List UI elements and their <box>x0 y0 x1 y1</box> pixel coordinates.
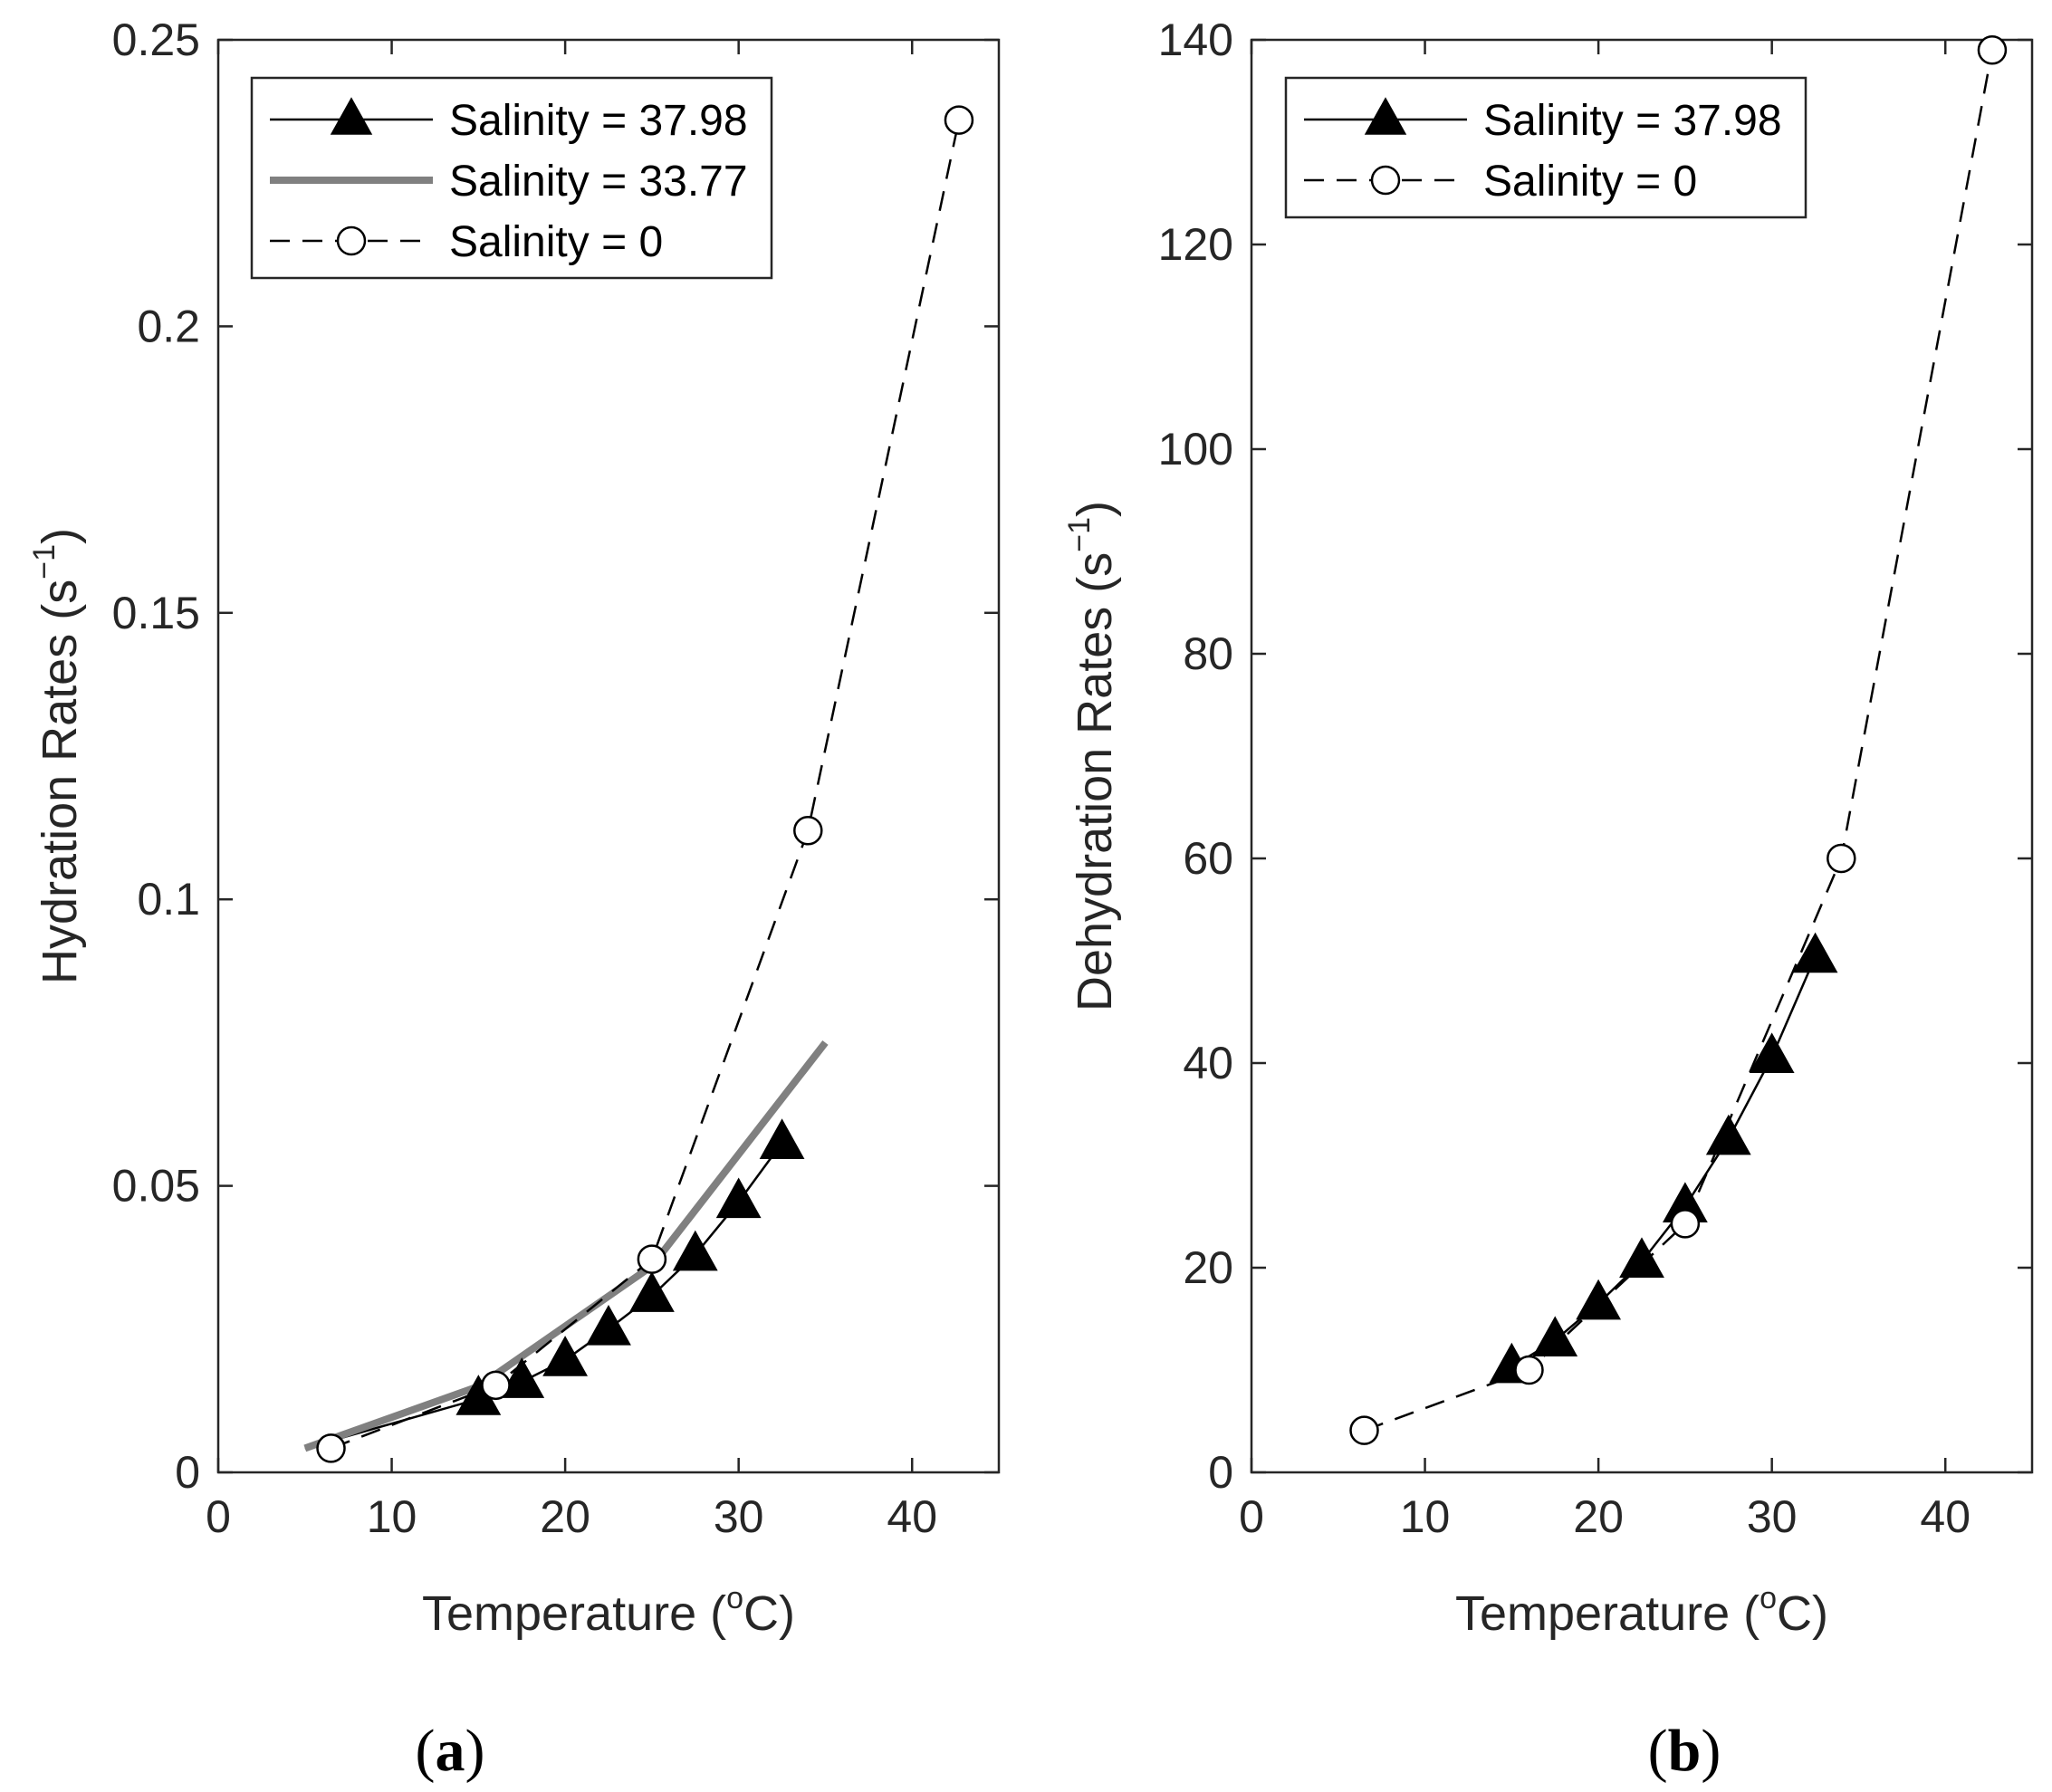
data-point-circle <box>1514 1355 1544 1385</box>
data-point-circle <box>1349 1415 1379 1445</box>
panel-label-a: (a) <box>416 1718 485 1784</box>
y-axis-label-b: Dehydration Rates (s−1) <box>1062 501 1122 1011</box>
data-point-triangle <box>1792 932 1838 973</box>
y-tick-label: 100 <box>1158 424 1233 474</box>
y-tick-label: 120 <box>1158 219 1233 270</box>
x-tick-label: 0 <box>1239 1491 1264 1542</box>
legend-label: Salinity = 0 <box>1483 158 1697 206</box>
data-point-triangle <box>1532 1316 1578 1357</box>
legend-a: Salinity = 37.98 Salinity = 33.77 Salinity… <box>250 76 773 280</box>
y-tick-label: 20 <box>1183 1242 1233 1293</box>
y-tick-label: 0.1 <box>137 874 200 925</box>
series-line <box>303 1040 829 1452</box>
legend-b: Salinity = 37.98 Salinity = 0 <box>1284 76 1807 219</box>
x-axis-label-b: Temperature (oC) <box>1455 1581 1828 1641</box>
chart-panel-a: 0 10 20 30 40 0 0.05 0.1 0.15 0.2 0.25 Salinity =… <box>27 14 1001 1784</box>
data-point-circle <box>944 105 974 135</box>
data-point-triangle <box>1705 1114 1751 1155</box>
legend-label: Salinity = 0 <box>449 218 663 266</box>
data-point-triangle <box>1619 1237 1664 1279</box>
series-b <box>1349 35 2008 1445</box>
y-tick-label: 0.05 <box>112 1161 200 1212</box>
data-point-triangle <box>672 1230 718 1271</box>
y-tick-label: 0 <box>1208 1447 1233 1498</box>
x-tick-label: 40 <box>1920 1491 1970 1542</box>
series-a <box>303 105 974 1463</box>
x-tick-labels-a: 0 10 20 30 40 <box>206 1491 937 1542</box>
data-point-triangle <box>1576 1279 1622 1320</box>
y-tick-label: 0.25 <box>112 14 200 65</box>
data-point-triangle <box>628 1271 675 1312</box>
x-tick-label: 30 <box>714 1491 764 1542</box>
x-tick-label: 0 <box>206 1491 231 1542</box>
x-axis-label-a: Temperature (oC) <box>422 1581 795 1641</box>
y-tick-labels-a: 0 0.05 0.1 0.15 0.2 0.25 <box>112 14 200 1498</box>
x-tick-label: 10 <box>1400 1491 1451 1542</box>
y-tick-label: 0.15 <box>112 588 200 638</box>
legend-label: Salinity = 37.98 <box>449 97 748 145</box>
legend-label: Salinity = 33.77 <box>449 158 748 206</box>
data-point-circle <box>1827 843 1856 874</box>
y-axis-label-a: Hydration Rates (s−1) <box>27 528 87 984</box>
data-point-triangle <box>499 1357 545 1398</box>
x-tick-label: 10 <box>367 1491 417 1542</box>
x-tick-label: 20 <box>1573 1491 1624 1542</box>
y-tick-label: 0.2 <box>137 301 200 351</box>
panel-label-b: (b) <box>1648 1718 1721 1784</box>
y-tick-label: 80 <box>1183 628 1233 679</box>
x-tick-label: 40 <box>887 1491 937 1542</box>
data-point-circle <box>1670 1209 1701 1239</box>
data-point-triangle <box>715 1177 762 1219</box>
ticks-b <box>1250 38 2032 1474</box>
legend-marker-circle <box>1370 165 1401 196</box>
x-tick-label: 20 <box>540 1491 590 1542</box>
data-point-circle <box>793 816 823 846</box>
chart-panel-b: 0 10 20 30 40 0 20 40 60 80 100 120 140 Salinity = … <box>1062 14 2034 1784</box>
data-point-triangle <box>542 1336 589 1376</box>
y-tick-label: 40 <box>1183 1038 1233 1088</box>
x-tick-labels-b: 0 10 20 30 40 <box>1239 1491 1970 1542</box>
data-point-circle <box>1977 35 2008 65</box>
data-point-circle <box>637 1244 667 1274</box>
x-tick-label: 30 <box>1747 1491 1798 1542</box>
y-tick-label: 0 <box>175 1447 200 1498</box>
y-tick-label: 60 <box>1183 833 1233 884</box>
data-point-triangle <box>586 1304 631 1346</box>
y-tick-label: 140 <box>1158 14 1233 65</box>
legend-marker-triangle <box>1364 97 1407 135</box>
legend-marker-circle <box>336 225 367 256</box>
data-point-triangle <box>759 1118 805 1159</box>
series-line <box>1364 50 1994 1432</box>
y-tick-labels-b: 0 20 40 60 80 100 120 140 <box>1158 14 1233 1498</box>
data-point-triangle <box>1749 1032 1795 1074</box>
legend-box <box>1284 76 1807 219</box>
legend-label: Salinity = 37.98 <box>1483 97 1782 145</box>
ticks-a <box>216 38 999 1474</box>
legend-marker-triangle <box>330 97 373 135</box>
plot-area-b <box>1250 38 2034 1474</box>
data-point-circle <box>316 1433 346 1463</box>
data-point-circle <box>481 1370 511 1401</box>
